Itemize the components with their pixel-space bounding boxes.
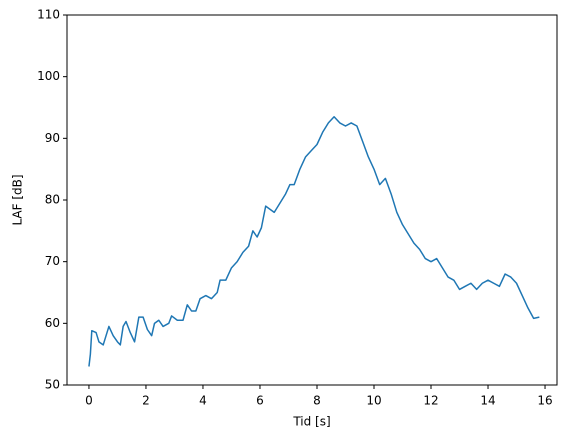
x-tick-label: 0 (85, 394, 93, 408)
data-line (88, 116, 540, 367)
y-tick-label: 90 (45, 131, 60, 145)
y-axis-label: LAF [dB] (11, 174, 25, 225)
y-tick-label: 60 (45, 316, 60, 330)
x-tick-label: 14 (480, 394, 495, 408)
y-tick-label: 100 (37, 69, 60, 83)
x-axis-label: Tid [s] (292, 415, 330, 429)
y-tick-label: 70 (45, 254, 60, 268)
y-tick-label: 50 (45, 378, 60, 392)
y-tick-label: 80 (45, 193, 60, 207)
plot-frame (66, 14, 558, 386)
x-tick-label: 8 (313, 394, 321, 408)
x-tick-label: 6 (256, 394, 264, 408)
y-tick-label: 110 (37, 8, 60, 22)
x-tick-label: 16 (537, 394, 552, 408)
x-tick-label: 4 (199, 394, 207, 408)
x-tick-label: 10 (366, 394, 381, 408)
x-tick-label: 2 (142, 394, 150, 408)
x-tick-label: 12 (423, 394, 438, 408)
